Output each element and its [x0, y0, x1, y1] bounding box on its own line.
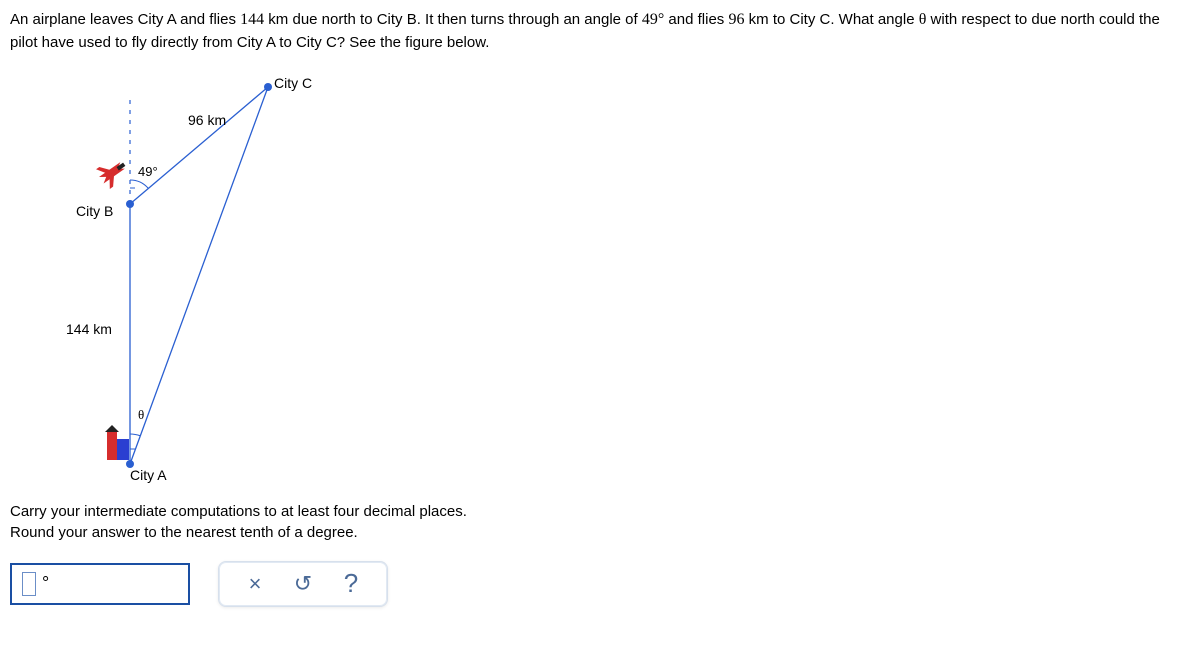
- controls: × ↺ ?: [218, 561, 388, 607]
- q-bc: 96: [728, 11, 744, 28]
- degree-symbol: °: [42, 573, 49, 594]
- question-text: An airplane leaves City A and flies 144 …: [10, 8, 1190, 55]
- instruction-line-2: Round your answer to the nearest tenth o…: [10, 522, 1190, 543]
- label-city-a: City A: [130, 467, 167, 483]
- segment-bc: [130, 87, 268, 204]
- arc-b: [130, 179, 148, 187]
- q-ab: 144: [240, 11, 264, 28]
- reset-button[interactable]: ↺: [289, 570, 317, 598]
- buildings-icon: [105, 425, 129, 460]
- q-u2: km to City C. What angle: [744, 11, 918, 28]
- label-bc: 96 km: [188, 112, 226, 128]
- q-mid: and flies: [664, 11, 728, 28]
- q-u1: km due north to City B. It then turns th…: [264, 11, 642, 28]
- help-button[interactable]: ?: [337, 570, 365, 598]
- figure: City C 96 km 49° City B 144 km θ City A: [30, 69, 350, 489]
- label-angle-b: 49°: [138, 164, 158, 179]
- label-city-c: City C: [274, 75, 312, 91]
- answer-row: ° × ↺ ?: [10, 561, 1190, 607]
- point-b: [126, 200, 134, 208]
- label-theta: θ: [138, 407, 144, 423]
- answer-input[interactable]: [22, 572, 36, 596]
- point-c: [264, 83, 272, 91]
- label-city-b: City B: [76, 203, 113, 219]
- instruction-line-1: Carry your intermediate computations to …: [10, 501, 1190, 522]
- q-angle: 49°: [642, 11, 664, 28]
- segment-ac: [130, 87, 268, 464]
- answer-box[interactable]: °: [10, 563, 190, 605]
- label-ab: 144 km: [66, 321, 112, 337]
- q-pre: An airplane leaves City A and flies: [10, 11, 240, 28]
- arc-a: [130, 433, 140, 435]
- instructions: Carry your intermediate computations to …: [10, 501, 1190, 543]
- airplane-icon: [94, 154, 131, 190]
- clear-button[interactable]: ×: [241, 570, 269, 598]
